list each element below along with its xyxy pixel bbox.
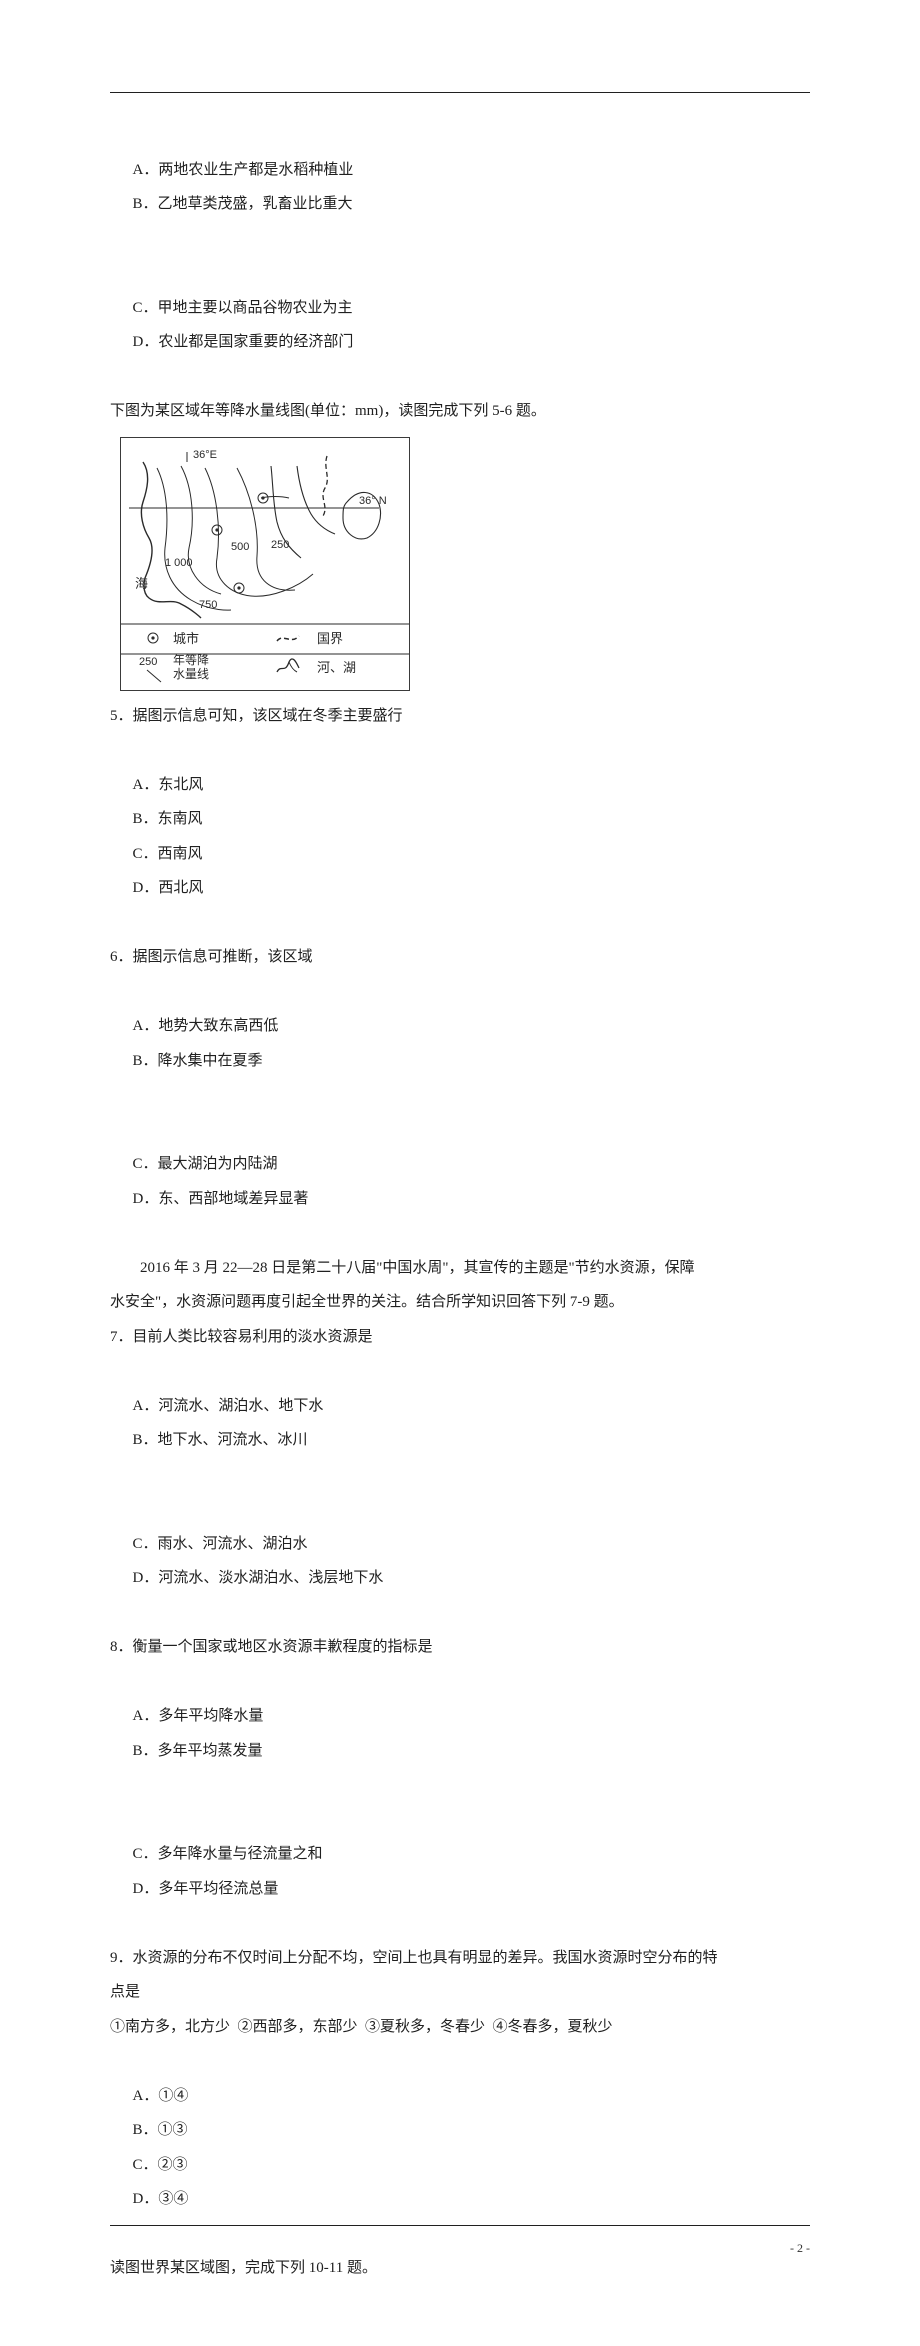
svg-text:城市: 城市 xyxy=(173,631,199,646)
q6-options-row1: A．地势大致东高西低 B．降水集中在夏季 xyxy=(110,975,810,1113)
q4-opt-b: B．乙地草类茂盛，乳畜业比重大 xyxy=(133,187,353,222)
map-figure: 36°E 36° N 海 1 000 750 500 250 城市 国界 250 年等降水量线 河、湖 xyxy=(120,437,810,691)
q5-options: A．东北风 B．东南风 C．西南风 D．西北风 xyxy=(110,733,810,940)
q8-options-row2: C．多年降水量与径流量之和 D．多年平均径流总量 xyxy=(110,1803,810,1941)
q7-opt-b: B．地下水、河流水、冰川 xyxy=(133,1423,308,1458)
bottom-rule xyxy=(110,2225,810,2226)
q9-choices: ①南方多，北方少 ②西部多，东部少 ③夏秋多，冬春少 ④冬春多，夏秋少 xyxy=(110,2010,810,2045)
q5-opt-a: A．东北风 xyxy=(133,768,263,803)
q4-options-row1: A．两地农业生产都是水稻种植业 B．乙地草类茂盛，乳畜业比重大 xyxy=(110,118,810,256)
q9-opt-c: C．②③ xyxy=(133,2148,293,2183)
q5-opt-b: B．东南风 xyxy=(133,802,263,837)
q7-options-row1: A．河流水、湖泊水、地下水 B．地下水、河流水、冰川 xyxy=(110,1354,810,1492)
svg-text:1 000: 1 000 xyxy=(165,557,193,569)
q8-opt-a: A．多年平均降水量 xyxy=(133,1699,343,1734)
q9-stem-line2: 点是 xyxy=(110,1975,810,2010)
svg-text:年等降: 年等降 xyxy=(173,653,209,667)
q8-stem: 8．衡量一个国家或地区水资源丰歉程度的指标是 xyxy=(110,1630,810,1665)
body-text: A．两地农业生产都是水稻种植业 B．乙地草类茂盛，乳畜业比重大 C．甲地主要以商… xyxy=(110,118,810,2286)
q4-opt-c: C．甲地主要以商品谷物农业为主 xyxy=(133,291,453,326)
q7-opt-a: A．河流水、湖泊水、地下水 xyxy=(133,1389,423,1424)
q5-stem: 5．据图示信息可知，该区域在冬季主要盛行 xyxy=(110,699,810,734)
q6-opt-d: D．东、西部地域差异显著 xyxy=(133,1182,309,1217)
q8-options-row1: A．多年平均降水量 B．多年平均蒸发量 xyxy=(110,1665,810,1803)
page: A．两地农业生产都是水稻种植业 B．乙地草类茂盛，乳畜业比重大 C．甲地主要以商… xyxy=(0,0,920,2346)
svg-text:水量线: 水量线 xyxy=(173,667,209,681)
svg-text:250: 250 xyxy=(139,656,157,668)
q7-opt-d: D．河流水、淡水湖泊水、浅层地下水 xyxy=(133,1561,384,1596)
q10-intro: 读图世界某区域图，完成下列 10-11 题。 xyxy=(110,2251,810,2286)
q5-opt-d: D．西北风 xyxy=(133,871,204,906)
svg-text:750: 750 xyxy=(199,599,217,611)
q6-stem: 6．据图示信息可推断，该区域 xyxy=(110,940,810,975)
q4-opt-d: D．农业都是国家重要的经济部门 xyxy=(133,325,354,360)
svg-text:36° N: 36° N xyxy=(359,495,387,507)
passage-7-9-line1: 2016 年 3 月 22—28 日是第二十八届"中国水周"，其宣传的主题是"节… xyxy=(110,1251,810,1286)
top-rule xyxy=(110,92,810,93)
passage-7-9-line2: 水安全"，水资源问题再度引起全世界的关注。结合所学知识回答下列 7-9 题。 xyxy=(110,1285,810,1320)
q9-opt-b: B．①③ xyxy=(133,2113,293,2148)
q9-opt-d: D．③④ xyxy=(133,2182,189,2217)
q7-stem: 7．目前人类比较容易利用的淡水资源是 xyxy=(110,1320,810,1355)
q6-opt-a: A．地势大致东高西低 xyxy=(133,1009,363,1044)
q9-stem-line1: 9．水资源的分布不仅时间上分配不均，空间上也具有明显的差异。我国水资源时空分布的… xyxy=(110,1941,810,1976)
map-svg: 36°E 36° N 海 1 000 750 500 250 城市 国界 250 年等降水量线 河、湖 xyxy=(121,438,409,690)
svg-text:500: 500 xyxy=(231,541,249,553)
q6-opt-b: B．降水集中在夏季 xyxy=(133,1044,263,1079)
q8-opt-c: C．多年降水量与径流量之和 xyxy=(133,1837,413,1872)
svg-text:国界: 国界 xyxy=(317,631,343,646)
q4-options-row2: C．甲地主要以商品谷物农业为主 D．农业都是国家重要的经济部门 xyxy=(110,256,810,394)
map-box: 36°E 36° N 海 1 000 750 500 250 城市 国界 250 年等降水量线 河、湖 xyxy=(120,437,410,691)
svg-text:250: 250 xyxy=(271,539,289,551)
q8-opt-d: D．多年平均径流总量 xyxy=(133,1872,279,1907)
q4-opt-a: A．两地农业生产都是水稻种植业 xyxy=(133,153,453,188)
q6-options-row2: C．最大湖泊为内陆湖 D．东、西部地域差异显著 xyxy=(110,1113,810,1251)
q5-opt-c: C．西南风 xyxy=(133,837,263,872)
svg-text:36°E: 36°E xyxy=(193,449,217,461)
q8-opt-b: B．多年平均蒸发量 xyxy=(133,1734,263,1769)
q9-opt-a: A．①④ xyxy=(133,2079,303,2114)
q7-opt-c: C．雨水、河流水、湖泊水 xyxy=(133,1527,393,1562)
q9-options: A．①④ B．①③ C．②③ D．③④ xyxy=(110,2044,810,2251)
svg-text:海: 海 xyxy=(135,576,148,591)
q7-options-row2: C．雨水、河流水、湖泊水 D．河流水、淡水湖泊水、浅层地下水 xyxy=(110,1492,810,1630)
svg-text:河、湖: 河、湖 xyxy=(317,660,356,675)
map-intro: 下图为某区域年等降水量线图(单位：mm)，读图完成下列 5-6 题。 xyxy=(110,394,810,429)
page-number: - 2 - xyxy=(790,2241,810,2256)
q6-opt-c: C．最大湖泊为内陆湖 xyxy=(133,1147,363,1182)
